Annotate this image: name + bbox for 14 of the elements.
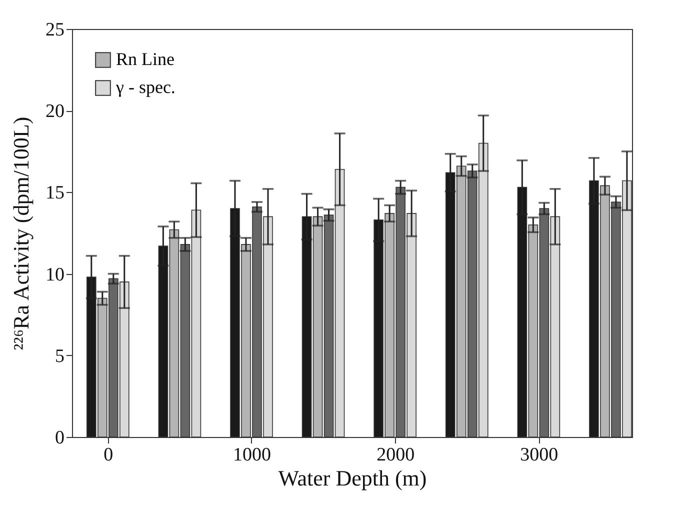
y-axis-title: ²²⁶Ra Activity (dpm/100L) [8, 116, 34, 350]
x-axis-title: Water Depth (m) [278, 466, 427, 490]
y-tick-label: 15 [46, 182, 64, 204]
x-tick-label: 0 [104, 444, 114, 466]
x-tick-label: 2000 [376, 444, 415, 466]
y-tick-label: 20 [46, 101, 64, 122]
y-tick-label: 5 [55, 346, 64, 367]
y-tick-label: 0 [55, 428, 64, 448]
legend-label: γ - spec. [115, 77, 176, 97]
y-tick-label: 10 [46, 264, 64, 286]
x-tick-label: 1000 [232, 444, 271, 466]
y-tick-label: 25 [46, 20, 64, 40]
x-tick-label: 3000 [520, 444, 558, 466]
legend-label: Rn Line [116, 49, 174, 69]
